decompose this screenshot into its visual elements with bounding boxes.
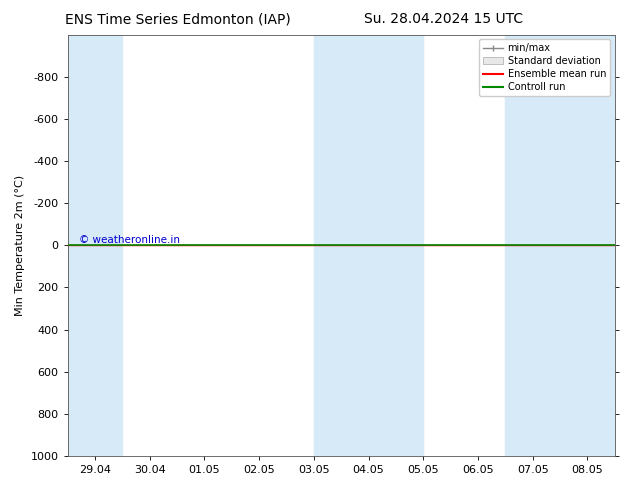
Bar bbox=[314, 35, 424, 456]
Text: ENS Time Series Edmonton (IAP): ENS Time Series Edmonton (IAP) bbox=[65, 12, 290, 26]
Text: © weatheronline.in: © weatheronline.in bbox=[79, 235, 179, 245]
Y-axis label: Min Temperature 2m (°C): Min Temperature 2m (°C) bbox=[15, 175, 25, 316]
Bar bbox=[505, 35, 615, 456]
Bar bbox=[68, 35, 122, 456]
Legend: min/max, Standard deviation, Ensemble mean run, Controll run: min/max, Standard deviation, Ensemble me… bbox=[479, 40, 610, 96]
Text: Su. 28.04.2024 15 UTC: Su. 28.04.2024 15 UTC bbox=[365, 12, 523, 26]
